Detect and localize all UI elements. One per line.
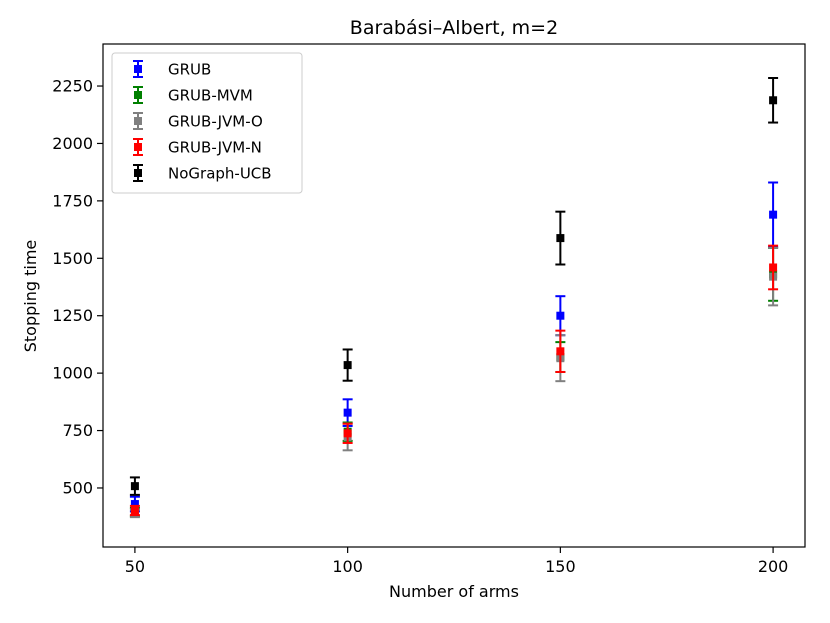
data-marks <box>129 76 779 519</box>
nograph-ucb-point <box>556 234 565 243</box>
y-tick-label: 1750 <box>52 191 93 210</box>
y-tick-label: 500 <box>62 478 93 497</box>
y-tick-label: 1250 <box>52 306 93 325</box>
legend-grub-jvm-n-marker <box>134 143 142 151</box>
chart-title: Barabási–Albert, m=2 <box>350 17 558 39</box>
x-tick-label: 150 <box>545 557 576 576</box>
y-tick-label: 750 <box>62 421 93 440</box>
legend-grub-marker <box>134 65 142 73</box>
y-tick-label: 2000 <box>52 134 93 153</box>
grub-point <box>343 408 352 417</box>
legend: GRUB GRUB-MVM GRUB-JVM-O GRUB-JVM-N NoGraph-… <box>111 52 303 194</box>
y-tick-label: 1500 <box>52 249 93 268</box>
grub-jvm-n-point <box>343 429 352 438</box>
x-tick-label: 200 <box>758 557 789 576</box>
grub-jvm-n-point <box>556 347 565 356</box>
legend-grub-mvm-label: GRUB-MVM <box>168 87 253 105</box>
nograph-ucb-point <box>769 96 778 105</box>
x-axis-label: Number of arms <box>389 582 519 601</box>
y-axis-label: Stopping time <box>21 240 40 353</box>
plot-frame <box>102 43 806 548</box>
legend-grub-label: GRUB <box>168 61 211 79</box>
x-tick-label: 100 <box>332 557 363 576</box>
legend-nograph-ucb-marker <box>134 169 142 177</box>
legend-grub-jvm-o-marker <box>134 117 142 125</box>
legend-grub-jvm-o-label: GRUB-JVM-O <box>168 113 263 131</box>
grub-point <box>130 500 139 509</box>
y-tick-label: 1000 <box>52 364 93 383</box>
grub-jvm-n-point <box>769 263 778 272</box>
grub-point <box>556 311 565 320</box>
legend-nograph-ucb-label: NoGraph-UCB <box>168 165 272 183</box>
grub-jvm-n-point <box>130 506 139 515</box>
legend-grub-mvm-marker <box>134 91 142 99</box>
legend-grub-jvm-n-label: GRUB-JVM-N <box>168 139 262 157</box>
x-tick-label: 50 <box>125 557 145 576</box>
y-axis: 500 750 1000 1250 1500 1750 2000 2250 <box>52 77 103 497</box>
nograph-ucb-point <box>130 482 139 491</box>
legend-box <box>111 52 303 194</box>
nograph-ucb-point <box>343 361 352 370</box>
y-tick-label: 2250 <box>52 77 93 96</box>
x-axis: 50 100 150 200 <box>125 547 789 576</box>
grub-point <box>769 210 778 219</box>
